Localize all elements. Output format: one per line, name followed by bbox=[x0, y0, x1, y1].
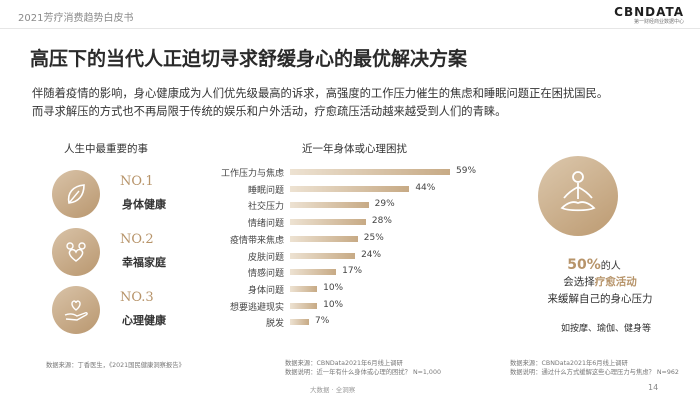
bar-value-label: 10% bbox=[323, 299, 344, 310]
bar bbox=[290, 219, 366, 226]
healing-panel: 50%的人 会选择疗愈活动 来缓解自己的身心压力 如按摩、瑜伽、健身等 bbox=[520, 150, 680, 340]
cbndata-logo: CBNDATA 第一财经商业数据中心 bbox=[614, 6, 684, 26]
healing-prefix: 会选择 bbox=[563, 276, 595, 288]
rank-item-1: NO.1 身体健康 bbox=[42, 170, 202, 222]
bar bbox=[290, 252, 356, 259]
bar bbox=[290, 285, 318, 292]
important-things-panel: 人生中最重要的事 NO.1 身体健康 NO.2 幸福家庭 bbox=[42, 140, 200, 340]
healing-highlight: 疗愈活动 bbox=[594, 276, 637, 288]
bar-category-label: 脱发 bbox=[265, 319, 284, 330]
percent-suffix: 的人 bbox=[600, 261, 621, 272]
right-source: 数据来源：CBNData2021年6月线上调研 数据说明：通过什么方式缓解这些心… bbox=[510, 359, 679, 377]
bar bbox=[290, 319, 309, 326]
bar-category-label: 身体问题 bbox=[247, 285, 284, 296]
footer-slogan: 大数据 · 全洞察 bbox=[310, 386, 356, 394]
bar-value-label: 28% bbox=[371, 216, 392, 227]
percent-value: 50% bbox=[567, 257, 601, 273]
bar-value-label: 10% bbox=[323, 282, 344, 293]
intro-line-2: 而寻求解压的方式也不再局限于传统的娱乐和户外活动，疗愈疏压活动越来越受到人们的青… bbox=[32, 105, 507, 118]
intro-text: 伴随着疫情的影响，身心健康成为人们优先级最高的诉求，高强度的工作压力催生的焦虑和… bbox=[32, 85, 682, 121]
bar-value-label: 29% bbox=[374, 199, 395, 210]
bar bbox=[290, 302, 318, 309]
bar bbox=[290, 169, 450, 175]
important-things-title: 人生中最重要的事 bbox=[64, 143, 148, 155]
bar-value-label: 24% bbox=[361, 249, 382, 260]
rank-label: 幸福家庭 bbox=[122, 256, 166, 269]
rank-label: 身体健康 bbox=[122, 198, 166, 211]
logo-sub-text: 第一财经商业数据中心 bbox=[633, 19, 684, 25]
bar-value-label: 25% bbox=[363, 232, 384, 243]
intro-line-1: 伴随着疫情的影响，身心健康成为人们优先级最高的诉求，高强度的工作压力催生的焦虑和… bbox=[32, 87, 609, 100]
rank-item-3: NO.3 心理健康 bbox=[42, 286, 202, 338]
rank-number: NO.2 bbox=[120, 232, 154, 247]
bar bbox=[290, 202, 369, 209]
rank-number: NO.1 bbox=[120, 174, 154, 189]
bar-category-label: 情感问题 bbox=[247, 269, 284, 280]
bar-value-label: 17% bbox=[342, 266, 363, 277]
family-heart-icon bbox=[52, 228, 100, 276]
hand-heart-icon bbox=[52, 286, 100, 334]
chart-source-line-2: 数据说明：近一年有什么身体或心理的困扰？ N=1,000 bbox=[285, 369, 441, 376]
rank-number: NO.3 bbox=[120, 290, 154, 305]
right-source-line-2: 数据说明：通过什么方式缓解这些心理压力与焦虑？ N=962 bbox=[510, 369, 679, 376]
chart-source: 数据来源：CBNData2021年6月线上调研 数据说明：近一年有什么身体或心理… bbox=[285, 359, 441, 377]
relieve-stress-line: 来缓解自己的身心压力 bbox=[547, 293, 653, 305]
logo-main-text: CBNDATA bbox=[614, 5, 684, 19]
page-title: 高压下的当代人正迫切寻求舒缓身心的最优解决方案 bbox=[30, 48, 468, 70]
chart-title: 近一年身体或心理困扰 bbox=[302, 143, 407, 155]
bar-category-label: 想要逃避现实 bbox=[229, 302, 284, 313]
bar-value-label: 59% bbox=[456, 166, 477, 176]
bar-value-label: 7% bbox=[314, 316, 330, 327]
bar-category-label: 皮肤问题 bbox=[247, 252, 284, 263]
leaf-icon bbox=[52, 170, 100, 218]
bar-category-label: 疫情带来焦虑 bbox=[229, 235, 284, 246]
right-source-line-1: 数据来源：CBNData2021年6月线上调研 bbox=[510, 360, 628, 367]
meditation-icon bbox=[538, 156, 618, 236]
bar bbox=[290, 185, 410, 192]
bar-category-label: 情绪问题 bbox=[247, 219, 284, 230]
bar-value-label: 44% bbox=[415, 182, 436, 193]
bar bbox=[290, 235, 358, 242]
bar-category-label: 睡眠问题 bbox=[247, 185, 284, 196]
bar bbox=[290, 269, 337, 276]
activity-examples: 如按摩、瑜伽、健身等 bbox=[560, 324, 651, 334]
left-source: 数据来源：丁香医生，《2021国民健康洞察报告》 bbox=[46, 362, 185, 369]
bar-category-label: 社交压力 bbox=[247, 202, 284, 213]
rank-label: 心理健康 bbox=[122, 314, 166, 327]
header-divider bbox=[0, 28, 700, 29]
percent-statement: 50%的人 bbox=[534, 254, 654, 273]
report-title: 2021芳疗消费趋势白皮书 bbox=[18, 13, 134, 24]
rank-item-2: NO.2 幸福家庭 bbox=[42, 228, 202, 280]
chart-source-line-1: 数据来源：CBNData2021年6月线上调研 bbox=[285, 360, 403, 367]
bar-category-label: 工作压力与焦虑 bbox=[220, 169, 284, 179]
bar-chart: 近一年身体或心理困扰 工作压力与焦虑 59% 睡眠问题 44% 社交压力 29% 情绪问题 2… bbox=[200, 140, 500, 340]
healing-line: 会选择疗愈活动 bbox=[520, 274, 680, 289]
page-number: 14 bbox=[648, 383, 659, 392]
